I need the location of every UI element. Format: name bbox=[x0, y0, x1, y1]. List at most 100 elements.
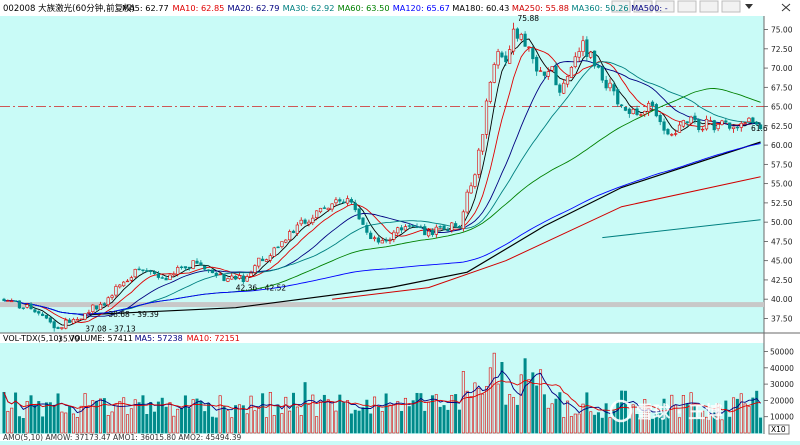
chevron-down-icon[interactable] bbox=[745, 4, 753, 9]
volume-bar bbox=[554, 398, 558, 434]
volume-bar bbox=[276, 404, 280, 434]
candle-body bbox=[40, 313, 45, 316]
candle-body bbox=[670, 134, 674, 136]
volume-bar bbox=[573, 413, 577, 434]
volume-tick-label: 10000 bbox=[770, 413, 794, 422]
candle-body bbox=[210, 269, 215, 274]
price-tick-label: 62.50 bbox=[771, 122, 793, 131]
candle-body bbox=[488, 81, 492, 102]
volume-bar bbox=[369, 413, 373, 434]
candle-body bbox=[554, 65, 558, 86]
price-tick-label: 75.00 bbox=[771, 26, 793, 35]
volume-bar bbox=[732, 397, 736, 434]
candle-body bbox=[372, 237, 377, 240]
volume-bar bbox=[373, 396, 377, 434]
volume-bar bbox=[434, 394, 438, 434]
volume-legend-item: MA5: 57238 bbox=[135, 334, 183, 343]
volume-bar bbox=[724, 400, 728, 434]
volume-bar bbox=[226, 410, 230, 434]
volume-bar bbox=[759, 417, 763, 434]
candle-body bbox=[627, 108, 631, 114]
volume-bar bbox=[195, 398, 199, 434]
candle-body bbox=[37, 311, 41, 314]
volume-bar bbox=[60, 411, 64, 434]
candle-body bbox=[720, 120, 724, 125]
candle-body bbox=[10, 300, 14, 303]
volume-bar bbox=[91, 400, 95, 434]
candle-body bbox=[60, 327, 64, 329]
candle-body bbox=[261, 258, 265, 262]
volume-bar bbox=[396, 401, 400, 434]
volume-bar bbox=[75, 417, 79, 434]
candle-body bbox=[396, 227, 400, 234]
volume-bar bbox=[71, 413, 75, 434]
volume-bar bbox=[376, 406, 380, 434]
volume-bar bbox=[129, 408, 133, 434]
volume-bar bbox=[164, 406, 168, 434]
price-annotation: 35.79 bbox=[58, 335, 80, 344]
volume-legend: VOL-TDX(5,10) VOLUME: 57411 MA5: 57238 MA10… bbox=[3, 334, 240, 343]
footer-amo: AMO(5,10) AMOW: 37173.47 AMO1: 36015.80 … bbox=[3, 433, 242, 441]
candle-body bbox=[106, 297, 110, 305]
toolbar-button-5[interactable] bbox=[699, 0, 719, 13]
volume-bar bbox=[716, 403, 720, 434]
volume-bar bbox=[87, 405, 91, 434]
toolbar-button-6[interactable] bbox=[721, 0, 741, 13]
volume-bar bbox=[627, 418, 631, 434]
toolbar-button-2[interactable] bbox=[633, 0, 653, 13]
volume-bar bbox=[357, 410, 361, 434]
volume-bar bbox=[596, 412, 600, 434]
toolbar-button-4[interactable] bbox=[677, 0, 697, 13]
volume-bar bbox=[546, 407, 550, 434]
candle-body bbox=[743, 122, 747, 124]
candle-body bbox=[87, 311, 91, 314]
volume-bar bbox=[647, 407, 651, 434]
zoom-button[interactable] bbox=[768, 424, 790, 435]
candle-body bbox=[674, 133, 678, 135]
volume-bar bbox=[176, 408, 180, 434]
volume-bar bbox=[311, 394, 315, 434]
candle-body bbox=[13, 300, 18, 302]
candle-body bbox=[697, 118, 701, 131]
volume-bar bbox=[284, 396, 288, 434]
volume-bar bbox=[214, 417, 218, 434]
price-tick-label: 37.50 bbox=[771, 314, 793, 323]
volume-bar bbox=[728, 416, 732, 434]
volume-bar bbox=[674, 404, 678, 434]
candle-body bbox=[442, 225, 446, 230]
candle-body bbox=[716, 124, 720, 130]
volume-bar bbox=[500, 362, 504, 434]
volume-bar bbox=[56, 393, 60, 434]
candle-body bbox=[693, 115, 697, 121]
volume-bar bbox=[44, 402, 48, 434]
volume-bar bbox=[650, 418, 654, 434]
volume-bar bbox=[245, 413, 249, 434]
price-tick-label: 60.00 bbox=[771, 141, 793, 150]
volume-bar bbox=[187, 408, 191, 434]
volume-bar bbox=[41, 416, 45, 434]
volume-bar bbox=[569, 416, 573, 434]
volume-bar bbox=[620, 390, 624, 434]
candle-body bbox=[75, 319, 79, 321]
candle-body bbox=[542, 71, 546, 76]
candle-body bbox=[303, 219, 307, 224]
volume-bar bbox=[380, 411, 384, 434]
volume-bar bbox=[751, 397, 755, 434]
toolbar-button-1[interactable] bbox=[611, 0, 631, 13]
candle-body bbox=[330, 203, 334, 210]
ma-legend-item: MA250: 55.88 bbox=[512, 3, 569, 13]
candle-body bbox=[531, 48, 535, 60]
candle-body bbox=[608, 82, 612, 89]
volume-legend-item: VOLUME: 57411 bbox=[69, 334, 133, 343]
volume-bar bbox=[739, 393, 743, 434]
price-tick-label: 45.00 bbox=[771, 257, 793, 266]
candle-body bbox=[658, 114, 662, 123]
candle-body bbox=[125, 280, 130, 283]
volume-bar bbox=[562, 417, 566, 434]
ma30-line bbox=[3, 61, 761, 315]
toolbar-button-3[interactable] bbox=[655, 0, 675, 13]
candle-body bbox=[623, 106, 628, 111]
volume-bar bbox=[37, 401, 41, 434]
candle-body bbox=[25, 304, 29, 308]
